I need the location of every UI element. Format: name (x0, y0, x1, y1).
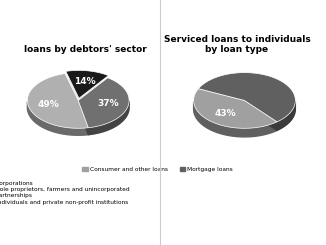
Title: loans by debtors' sector: loans by debtors' sector (24, 45, 147, 54)
Polygon shape (78, 100, 88, 135)
Polygon shape (277, 101, 295, 130)
Polygon shape (66, 70, 109, 98)
Polygon shape (199, 73, 295, 122)
Polygon shape (194, 89, 277, 128)
Polygon shape (27, 102, 88, 135)
Text: 14%: 14% (74, 77, 95, 86)
Polygon shape (27, 80, 129, 135)
Text: 37%: 37% (97, 99, 119, 109)
Text: 49%: 49% (37, 100, 59, 109)
Polygon shape (244, 100, 277, 130)
Legend: Consumer and other loans, Mortgage loans: Consumer and other loans, Mortgage loans (82, 167, 233, 172)
Polygon shape (78, 100, 88, 135)
Polygon shape (194, 81, 295, 137)
Polygon shape (194, 101, 277, 137)
Polygon shape (244, 100, 277, 130)
Polygon shape (78, 78, 129, 128)
Polygon shape (88, 101, 129, 135)
Text: 43%: 43% (215, 109, 237, 118)
Legend: Corporations, Sole proprietors, farmers and unincorporated
partnerships, Individ: Corporations, Sole proprietors, farmers … (0, 181, 129, 205)
Polygon shape (27, 74, 88, 128)
Title: Serviced loans to individuals
by loan type: Serviced loans to individuals by loan ty… (164, 35, 310, 54)
